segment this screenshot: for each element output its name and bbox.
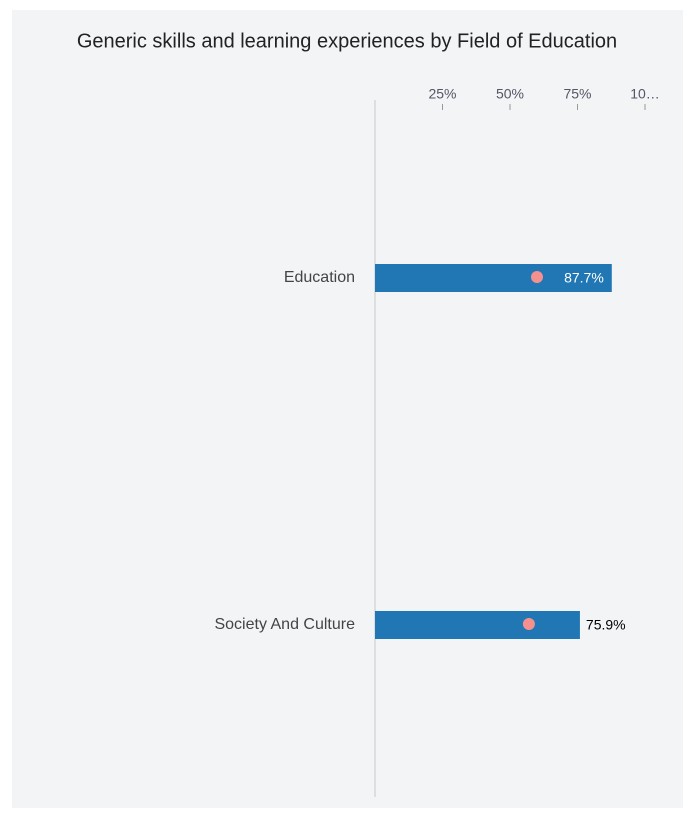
panel	[12, 10, 683, 808]
value-label: 75.9%	[586, 617, 626, 633]
x-tick-label: 50%	[496, 86, 524, 102]
x-tick-label: 75%	[563, 86, 591, 102]
marker-dot	[522, 618, 535, 630]
y-tick-label: Education	[284, 269, 355, 286]
bar	[375, 611, 580, 639]
x-tick-label: 10…	[630, 86, 660, 102]
bar	[375, 264, 612, 292]
x-tick-label: 25%	[428, 86, 456, 102]
marker-dot	[531, 271, 543, 283]
chart-title: Generic skills and learning experiences …	[77, 30, 617, 52]
value-label: 87.7%	[564, 270, 604, 286]
y-tick-label: Society And Culture	[214, 616, 355, 633]
